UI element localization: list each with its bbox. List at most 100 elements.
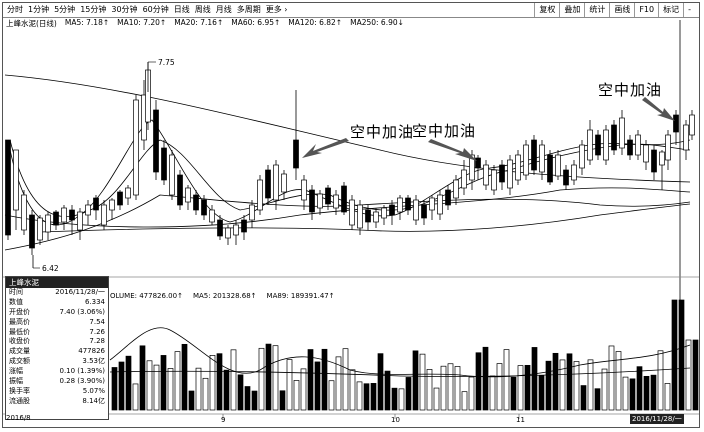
candle-body [469, 154, 475, 181]
ma-legend: 上峰水泥(日线) MA5: 7.18↑ MA10: 7.20↑ MA20: 7.… [6, 18, 404, 29]
candle-body [571, 164, 577, 181]
period-tab-15min[interactable]: 15分钟 [80, 5, 107, 14]
period-tab-weekly[interactable]: 周线 [194, 5, 211, 14]
date-label-oct: 10 [391, 416, 400, 424]
volume-bar [622, 376, 629, 411]
volume-bar [377, 353, 384, 411]
candle-body [209, 209, 215, 223]
stock-name: 上峰水泥(日线) [6, 19, 57, 28]
volume-bar [678, 299, 685, 411]
f10-button[interactable]: F10 [634, 3, 658, 17]
volume-bar [531, 347, 538, 411]
volume-ma89-line [109, 367, 691, 377]
candle-body [635, 134, 641, 156]
candle-body [405, 197, 411, 211]
candle-body [77, 211, 83, 231]
volume-bar [615, 351, 622, 411]
overlay-button[interactable]: 叠加 [559, 3, 584, 17]
volume-bar [314, 361, 321, 411]
ma60-value: MA60: 6.95↑ [231, 18, 281, 27]
candle-body [133, 99, 139, 196]
volume-bar [503, 349, 510, 411]
candle-body [389, 204, 395, 216]
period-tab-60min[interactable]: 60分钟 [142, 5, 169, 14]
volume-bar [272, 345, 279, 411]
period-tab-more[interactable]: 更多 › [265, 5, 288, 14]
candle-body [169, 154, 175, 196]
volume-bar [608, 345, 615, 411]
volume-bar [412, 350, 419, 411]
candle-body [273, 164, 279, 201]
candle-body [161, 147, 167, 181]
annotation-arrows [302, 97, 675, 161]
candle-body [421, 204, 427, 219]
volume-bar [524, 364, 531, 411]
candle-body [499, 164, 505, 183]
candle-body [241, 219, 247, 233]
volume-bar [475, 352, 482, 411]
period-tab-fenshi[interactable]: 分时 [7, 5, 23, 14]
candle-body [69, 209, 75, 221]
ma120-value: MA120: 6.82↑ [288, 18, 343, 27]
volume-bar [188, 390, 195, 411]
candle-body [301, 179, 307, 201]
period-tab-5min[interactable]: 5分钟 [54, 5, 76, 14]
period-tab-daily[interactable]: 日线 [173, 5, 190, 14]
candle-body [341, 185, 347, 213]
candle-body [53, 211, 59, 226]
ma60-line [4, 194, 691, 251]
candle-body [85, 204, 91, 216]
candle-body [643, 144, 649, 163]
candle-body [445, 189, 451, 206]
volume-ma5-line [109, 327, 691, 378]
candle-body [453, 179, 459, 199]
annotation-text-1: 空中加油 [350, 123, 415, 141]
ma20-value: MA20: 7.16↑ [174, 18, 224, 27]
candle-body [437, 194, 443, 215]
draw-line-button[interactable]: 画线 [609, 3, 634, 17]
volume-bar [650, 374, 657, 411]
period-tab-monthly[interactable]: 月线 [215, 5, 232, 14]
minimize-button[interactable]: - [683, 3, 695, 17]
volume-bar [153, 364, 160, 411]
restore-rights-button[interactable]: 复权 [534, 3, 559, 17]
volume-bar [489, 375, 496, 411]
candle-body [201, 199, 207, 216]
volume-bar [223, 369, 230, 411]
volume-bar [559, 359, 566, 411]
volume-bar [335, 356, 342, 411]
candle-body [125, 187, 131, 199]
candle-body [683, 124, 689, 151]
volume-legend: OLUME: 477826.00↑ MA5: 201328.68↑ MA89: … [110, 292, 335, 300]
info-row-close: 收盘价 7.28 [9, 337, 105, 346]
volume-ma-lines [109, 327, 691, 378]
volume-bar [111, 367, 118, 411]
ma120-line [4, 187, 691, 228]
volume-bar [629, 378, 636, 411]
volume-bar [685, 339, 692, 411]
period-tab-30min[interactable]: 30分钟 [111, 5, 138, 14]
candle-body [225, 227, 231, 239]
date-label-start: 2016/8 [6, 414, 31, 422]
candle-body [233, 224, 239, 236]
candle-body [293, 139, 299, 169]
volume-bar [433, 387, 440, 411]
period-tab-1min[interactable]: 1分钟 [28, 5, 50, 14]
info-panel-title: 上峰水泥 [6, 277, 108, 288]
statistics-button[interactable]: 统计 [584, 3, 609, 17]
ma250-value: MA250: 6.90↓ [350, 18, 404, 27]
info-row-open: 开盘价 7.40 (3.06%) [9, 307, 105, 316]
volume-bar [167, 368, 174, 411]
volume-bar [517, 365, 524, 411]
candle-body [665, 134, 671, 161]
volume-bar [426, 369, 433, 411]
low-price-label: 6.42 [42, 264, 59, 273]
mark-button[interactable]: 标记 [658, 3, 683, 17]
candle-body [595, 134, 601, 156]
volume-bar [671, 299, 678, 411]
volume-bar [321, 348, 328, 411]
period-tab-multi[interactable]: 多周期 [236, 5, 261, 14]
ma-long-line [39, 203, 691, 233]
candle-body [429, 197, 435, 211]
volume-bar [342, 348, 349, 411]
